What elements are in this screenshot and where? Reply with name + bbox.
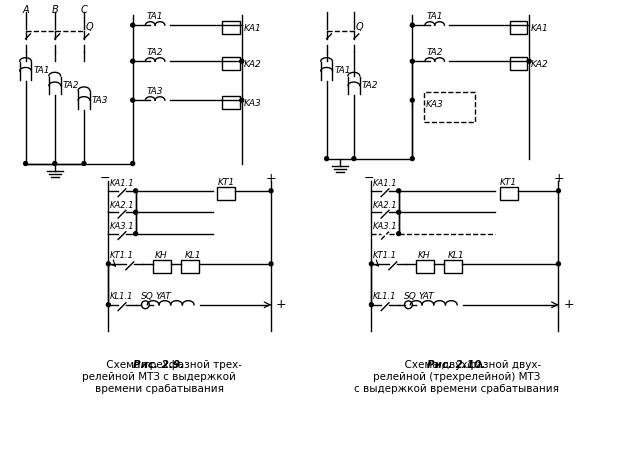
Bar [510, 57, 527, 70]
Circle shape [556, 189, 560, 193]
Text: KL1: KL1 [447, 251, 464, 260]
Text: TA2: TA2 [427, 48, 443, 57]
Text: KA2.1: KA2.1 [373, 201, 397, 210]
Text: +: + [563, 298, 574, 311]
Text: KT1.1: KT1.1 [109, 251, 134, 260]
Circle shape [369, 303, 373, 307]
Text: KA3: KA3 [426, 99, 443, 109]
Bar [445, 260, 462, 273]
Text: TA1: TA1 [34, 66, 50, 76]
Text: KA1.1: KA1.1 [109, 180, 134, 188]
Text: KA1: KA1 [531, 23, 549, 33]
Bar [222, 57, 240, 70]
Circle shape [397, 189, 401, 193]
Bar [510, 21, 527, 34]
Circle shape [24, 162, 27, 165]
Text: TA1: TA1 [334, 66, 351, 76]
Text: KL1: KL1 [184, 251, 201, 260]
Text: A: A [22, 5, 29, 15]
Circle shape [325, 157, 329, 161]
Circle shape [410, 23, 414, 27]
Circle shape [240, 59, 244, 63]
Text: −: − [363, 172, 374, 185]
Circle shape [556, 262, 560, 266]
Text: +: + [553, 172, 564, 185]
Text: YAT: YAT [155, 291, 171, 300]
Text: KA3.1: KA3.1 [373, 222, 397, 231]
Text: TA2: TA2 [147, 48, 163, 57]
Circle shape [527, 59, 531, 63]
Circle shape [131, 98, 135, 102]
Circle shape [82, 162, 86, 165]
Circle shape [352, 157, 356, 161]
Text: KA2: KA2 [244, 60, 261, 69]
Text: Рис. 2.10.: Рис. 2.10. [427, 360, 486, 371]
Text: +: + [276, 298, 286, 311]
Text: Схема двухфазной двух-
релейной (трехрелейной) МТЗ
с выдержкой времени срабатыва: Схема двухфазной двух- релейной (трехрел… [353, 360, 559, 393]
Bar [153, 260, 171, 273]
Text: KL1.1: KL1.1 [373, 291, 396, 300]
Bar [217, 187, 235, 200]
Text: B: B [52, 5, 58, 15]
Text: TA1: TA1 [147, 12, 163, 21]
Text: +: + [266, 172, 276, 185]
Circle shape [134, 210, 138, 214]
Circle shape [131, 162, 135, 165]
Circle shape [53, 162, 57, 165]
Text: KT1: KT1 [500, 178, 517, 186]
Text: C: C [81, 5, 88, 15]
Circle shape [240, 98, 244, 102]
Circle shape [397, 210, 401, 214]
Text: TA3: TA3 [147, 87, 163, 96]
Text: KT1: KT1 [217, 178, 235, 186]
Text: TA3: TA3 [92, 96, 108, 105]
Bar [222, 96, 240, 109]
Text: SQ: SQ [404, 291, 417, 300]
Text: TA1: TA1 [427, 12, 443, 21]
Circle shape [134, 189, 138, 193]
Text: KH: KH [418, 251, 431, 260]
Text: KL1.1: KL1.1 [109, 291, 133, 300]
Text: KA1: KA1 [244, 23, 261, 33]
Circle shape [410, 98, 414, 102]
Text: TA2: TA2 [361, 81, 378, 90]
Circle shape [106, 303, 111, 307]
Text: Рис. 2.9.: Рис. 2.9. [134, 360, 184, 371]
Text: TA2: TA2 [63, 81, 79, 90]
Text: KH: KH [155, 251, 168, 260]
Text: Схема трехфазной трех-
релейной МТЗ с выдержкой
времени срабатывания: Схема трехфазной трех- релейной МТЗ с вы… [76, 360, 242, 393]
Text: −: − [100, 172, 111, 185]
Bar [222, 21, 240, 34]
Text: KA2: KA2 [531, 60, 549, 69]
Text: SQ: SQ [140, 291, 153, 300]
Circle shape [410, 59, 414, 63]
Circle shape [131, 23, 135, 27]
Circle shape [269, 262, 273, 266]
Circle shape [131, 59, 135, 63]
Text: KT1.1: KT1.1 [373, 251, 396, 260]
Circle shape [410, 157, 414, 161]
Bar [416, 260, 433, 273]
Circle shape [369, 262, 373, 266]
Text: KA3.1: KA3.1 [109, 222, 134, 231]
Circle shape [397, 232, 401, 235]
Text: KA3: KA3 [244, 98, 261, 108]
Circle shape [269, 189, 273, 193]
Text: Q: Q [356, 22, 363, 32]
Circle shape [106, 262, 111, 266]
Text: KA2.1: KA2.1 [109, 201, 134, 210]
Bar [424, 93, 474, 122]
Circle shape [134, 232, 138, 235]
Text: YAT: YAT [418, 291, 434, 300]
Bar [181, 260, 199, 273]
Text: KA1.1: KA1.1 [373, 180, 397, 188]
Text: Q: Q [86, 22, 94, 32]
Bar [500, 187, 517, 200]
